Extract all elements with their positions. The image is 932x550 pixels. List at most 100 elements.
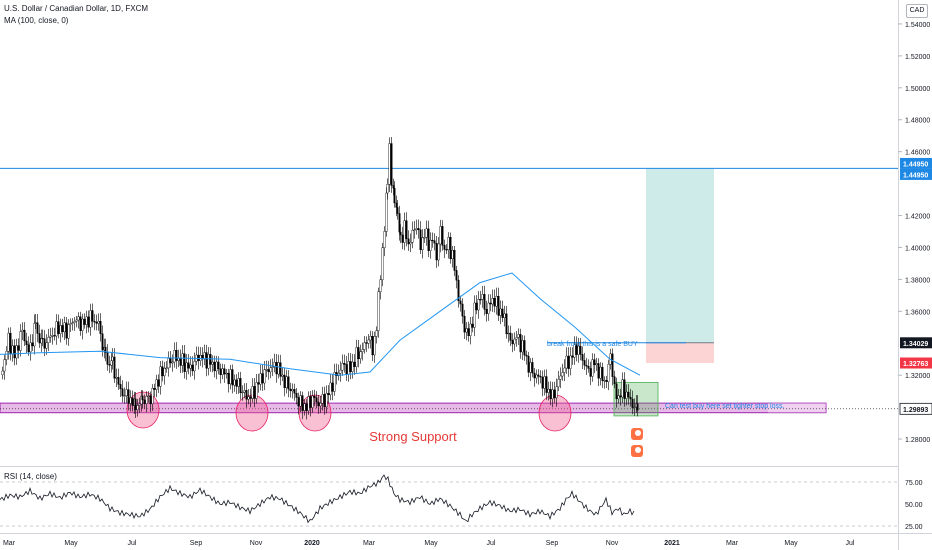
candle-body [31,342,34,347]
candle-body [285,376,288,388]
y-tick-label: 1.28000 [905,437,930,444]
candle-body [11,345,14,355]
candle-body [251,386,254,399]
support-annotation: Strong Support [369,429,457,444]
candle-body [43,338,46,349]
candle-body [392,185,395,189]
support-zone [0,402,827,414]
price-tag [900,157,932,169]
price-tag [900,168,932,180]
candle-body [461,303,464,317]
candle-body [5,351,8,360]
candle-body [21,329,24,332]
candle-body [239,378,242,393]
price-tag-label: 1.34029 [903,341,928,348]
candle-body [25,340,28,345]
candle-body [547,388,550,393]
x-tick-label: May [784,540,798,547]
candle-body [595,363,598,366]
candle-body [365,342,368,344]
candle-body [477,299,480,311]
candle-body [467,328,470,336]
candle-body [607,364,610,382]
candle-body [301,395,304,411]
candle-body [173,350,176,363]
candle-body [281,374,284,377]
profit-zone [646,168,714,343]
candle-body [398,213,401,233]
candle-body [501,308,504,318]
candle-body [113,356,116,379]
candle-body [127,389,130,404]
support-zone-extension [768,403,826,413]
candle-body [331,382,334,392]
candle-body [33,323,36,347]
candle-body [613,376,616,385]
candle-body [203,352,206,360]
candle-body [401,234,404,243]
candle-body [539,376,542,378]
candle-body [386,184,389,194]
candle-body [527,355,530,373]
y-tick-label: 1.52000 [905,54,930,61]
candle-body [61,325,64,333]
candle-body [249,396,252,399]
candle-body [573,344,576,358]
candle-body [167,358,170,369]
candle-body [367,339,370,344]
candle-body [305,403,308,411]
candle-body [205,352,208,369]
x-tick-label: 2021 [664,540,680,547]
x-tick-label: 2020 [304,540,320,547]
candle-body [465,328,468,333]
candle-body [227,372,230,385]
candle-body [267,369,270,373]
candle-body [155,379,158,390]
candle-body [349,361,352,372]
candle-body [1,370,4,376]
candle-body [411,230,414,243]
candle-body [393,187,396,204]
candle-body [101,333,104,351]
candle-body [567,355,570,369]
candle-body [593,359,596,366]
break-buy-annotation: break from this is a safe BUY [547,341,638,348]
candle-body [447,236,450,250]
candle-body [171,361,174,364]
rsi-legend: RSI (14, close) [4,472,57,481]
candle-body [563,367,566,373]
candle-body [325,393,328,408]
candle-body [587,366,590,369]
candle-body [415,228,418,230]
candle-body [583,360,586,366]
currency-button[interactable]: CAD [906,4,928,18]
candle-body [3,359,6,372]
candle-body [341,363,344,371]
candle-body [199,355,202,361]
candle-body [445,249,448,251]
candle-body [333,372,336,392]
candle-body [521,340,524,353]
candle-body [221,368,224,375]
candle-body [307,396,310,411]
candle-body [131,397,134,406]
candle-body [47,337,50,343]
candle-body [313,395,316,398]
candle-body [396,207,399,214]
candle-body [479,299,482,301]
candle-body [471,323,474,328]
candle-body [104,346,107,354]
candle-body [581,354,584,361]
y-tick-label: 1.32000 [905,373,930,380]
x-tick-label: Mar [363,540,376,547]
candle-body [369,336,372,341]
candle-body [409,242,412,245]
candle-body [299,395,302,407]
price-tag-label: 1.44950 [903,161,928,168]
candle-body [163,368,166,377]
candle-body [321,394,324,404]
candle-body [175,350,178,361]
candle-body [417,228,420,231]
y-tick-label: 1.42000 [905,214,930,221]
